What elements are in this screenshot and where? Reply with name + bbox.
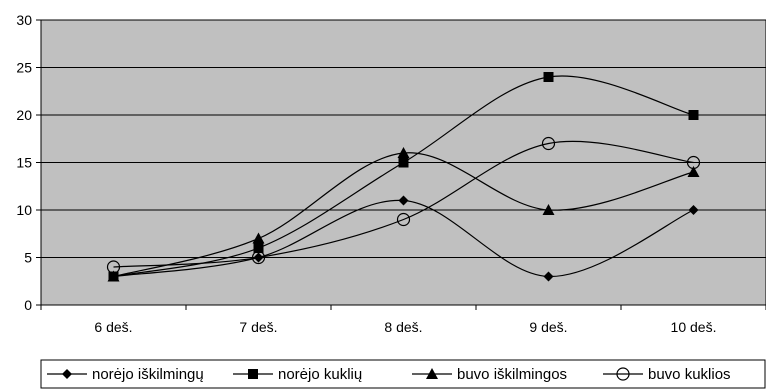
legend-box	[40, 359, 766, 389]
legend-entry: norėjo kuklių	[233, 366, 362, 383]
legend-square-marker	[248, 369, 258, 379]
y-tick-label: 10	[16, 202, 32, 218]
circle-marker	[251, 250, 266, 265]
square-marker	[398, 157, 409, 168]
triangle-marker	[397, 147, 410, 158]
diamond-marker	[398, 195, 409, 206]
legend-entry: buvo kuklios	[603, 366, 731, 383]
triangle-marker	[687, 166, 700, 177]
diamond-marker	[543, 271, 554, 282]
legend-label: buvo kuklios	[648, 366, 731, 383]
triangle-marker	[542, 204, 555, 215]
x-tick-label: 9 deš.	[529, 319, 567, 335]
circle-marker	[541, 136, 556, 151]
legend-entry: buvo iškilmingos	[412, 366, 567, 383]
legend-label: norėjo kuklių	[278, 366, 362, 383]
y-tick-label: 0	[24, 297, 32, 313]
circle-marker	[106, 260, 121, 274]
series-triangle	[107, 147, 700, 282]
series-group	[106, 72, 701, 282]
triangle-marker	[107, 270, 120, 282]
y-tick-label: 5	[24, 250, 32, 266]
legend: norėjo iškilmingų norėjo kuklių buvo iškil…	[40, 359, 766, 389]
y-tick-label: 20	[16, 107, 32, 123]
x-tick-label: 7 deš.	[239, 319, 277, 335]
legend-entry: norėjo iškilmingų	[47, 366, 204, 383]
x-axis-ticks: 6 deš. 7 deš. 8 deš. 9 deš. 10 deš.	[40, 305, 766, 335]
legend-label: buvo iškilmingos	[457, 366, 567, 383]
x-tick-label: 8 deš.	[384, 319, 422, 335]
legend-circle-marker	[616, 367, 630, 381]
x-tick-label: 6 deš.	[94, 319, 132, 335]
x-tick-label: 10 deš.	[671, 319, 717, 335]
circle-marker	[396, 212, 411, 227]
legend-triangle-marker	[426, 368, 438, 379]
y-tick-label: 25	[16, 60, 32, 76]
series-line	[113, 140, 694, 268]
y-tick-label: 30	[16, 12, 32, 28]
y-tick-label: 15	[16, 155, 32, 171]
y-axis-ticks: 0 5 10 15 20 25 30	[16, 12, 41, 313]
square-marker	[688, 110, 699, 120]
circle-marker	[686, 155, 701, 170]
legend-diamond-marker	[62, 369, 72, 379]
diamond-marker	[688, 205, 699, 215]
square-marker	[253, 243, 264, 253]
triangle-marker	[252, 232, 265, 244]
legend-label: norėjo iškilmingų	[92, 366, 204, 383]
square-marker	[543, 72, 554, 82]
series-circle	[106, 136, 701, 274]
